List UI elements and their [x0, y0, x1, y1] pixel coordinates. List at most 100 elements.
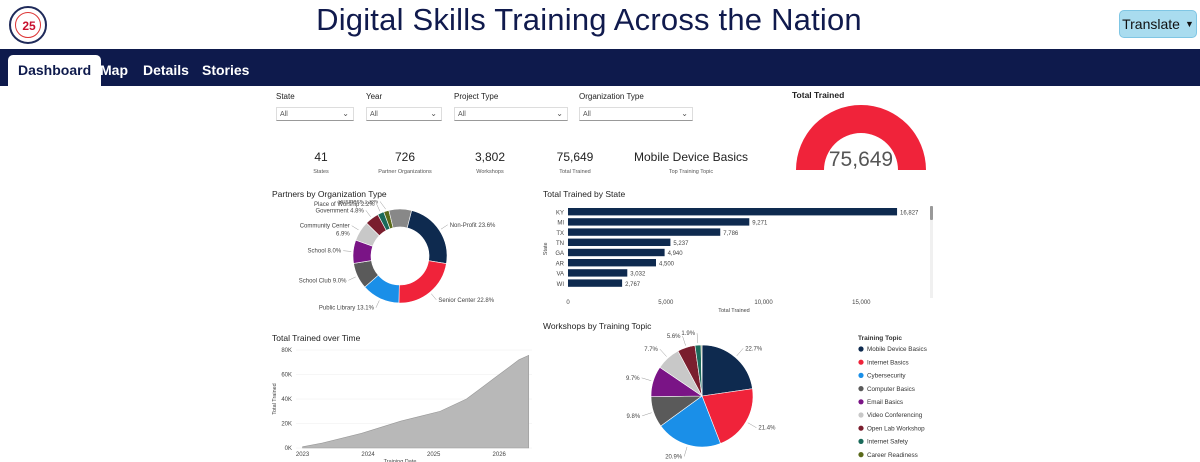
kpi-label: Total Trained	[559, 169, 591, 175]
chevron-down-icon: ⌄	[342, 109, 349, 118]
x-tick-label: 2024	[361, 452, 375, 458]
filter-label: Organization Type	[579, 92, 644, 101]
gauge-fill	[796, 105, 926, 170]
caret-down-icon: ▼	[1184, 19, 1194, 29]
pie-leader-line	[659, 348, 667, 357]
donut-leader-line	[376, 203, 381, 212]
tab-dashboard[interactable]: Dashboard	[8, 55, 102, 86]
donut-leader-line	[375, 300, 380, 308]
logo-text: 25	[22, 19, 36, 33]
state-bar[interactable]	[568, 259, 656, 267]
kpi-top-training-topic: Mobile Device Basics Top Training Topic	[628, 150, 754, 175]
legend-swatch	[858, 399, 864, 405]
legend-item[interactable]: Internet Safety	[867, 439, 909, 446]
donut-leader-line	[351, 225, 359, 231]
legend-item[interactable]: Career Readiness	[867, 452, 918, 459]
state-bar[interactable]	[568, 269, 628, 277]
gauge-title: Total Trained	[792, 90, 845, 100]
legend-swatch	[858, 346, 864, 352]
legend-item[interactable]: Cybersecurity	[867, 373, 906, 380]
filter-value: All	[583, 111, 591, 118]
kpi-label: Top Training Topic	[668, 169, 714, 175]
pie-slice[interactable]	[701, 388, 754, 444]
y-tick-label: 80K	[281, 348, 292, 354]
kpi-states: 41 States	[296, 150, 346, 175]
donut-label: Non-Profit 23.6%	[450, 223, 496, 229]
donut-leader-line	[431, 293, 437, 301]
x-tick-label: 15,000	[852, 300, 871, 306]
legend-item[interactable]: Computer Basics	[867, 386, 915, 393]
state-bar[interactable]	[568, 228, 721, 236]
state-filter: State All ⌄	[276, 92, 354, 121]
donut-label: School Club 9.0%	[299, 278, 347, 284]
state-select[interactable]: All ⌄	[276, 107, 354, 121]
pie-slice[interactable]	[700, 344, 703, 397]
filter-label: Project Type	[454, 92, 499, 101]
legend-item[interactable]: Email Basics	[867, 399, 903, 406]
state-bar-chart: KY 16,827 MI 9,271 TX 7,786 TN 5,237 GA 4,940 AR 4,…	[543, 206, 933, 314]
donut-slice[interactable]	[388, 208, 412, 229]
bar-value-label: 7,786	[723, 231, 739, 237]
y-axis-label: State	[543, 242, 549, 255]
state-bar[interactable]	[568, 208, 898, 216]
bar-value-label: 4,940	[668, 251, 684, 257]
x-tick-label: 10,000	[754, 300, 773, 306]
section-title-topics: Workshops by Training Topic	[543, 321, 652, 331]
x-tick-label: 2023	[296, 452, 310, 458]
organization-type-select[interactable]: All ⌄	[579, 107, 693, 121]
state-bar[interactable]	[568, 248, 665, 257]
pie-slice[interactable]	[701, 344, 753, 397]
x-tick-label: 2025	[427, 452, 441, 458]
pie-leader-line	[682, 336, 686, 346]
donut-label: Business 1.8%	[338, 200, 378, 205]
state-bar[interactable]	[568, 218, 750, 226]
tab-map[interactable]: Map	[100, 62, 128, 78]
bar-category-label: MI	[557, 221, 564, 227]
pie-leader-line	[747, 422, 757, 428]
translate-button[interactable]: Translate ▼	[1119, 10, 1197, 38]
pie-label: 9.7%	[626, 376, 640, 382]
legend-item[interactable]: Internet Basics	[867, 359, 909, 366]
donut-label: Government 4.8%	[315, 208, 364, 214]
donut-leader-line	[343, 250, 352, 252]
pie-leader-line	[683, 446, 688, 457]
scrollbar-thumb[interactable]	[930, 206, 933, 220]
kpi-workshops: 3,802 Workshops	[465, 150, 515, 175]
state-bar[interactable]	[568, 279, 623, 287]
bar-category-label: KY	[556, 210, 564, 216]
kpi-value: 41	[314, 150, 328, 164]
bar-category-label: VA	[556, 272, 564, 278]
legend-item[interactable]: Open Lab Workshop	[867, 425, 925, 432]
gauge-chart: 75,649	[796, 105, 926, 171]
y-tick-label: 0K	[285, 446, 292, 452]
pie-slice[interactable]	[660, 395, 721, 448]
legend-swatch	[858, 372, 864, 378]
pie-label: 7.7%	[644, 347, 658, 353]
kpi-value: 3,802	[474, 150, 506, 164]
section-title-partners: Partners by Organization Type	[272, 189, 387, 199]
bar-value-label: 9,271	[752, 221, 768, 227]
bar-value-label: 4,500	[659, 261, 675, 267]
legend-swatch	[858, 412, 864, 418]
donut-slice[interactable]	[398, 260, 447, 304]
kpi-partner-organizations: 726 Partner Organizations	[370, 150, 440, 175]
pie-label: 1.9%	[681, 331, 695, 337]
area-series[interactable]	[302, 354, 530, 449]
x-tick-label: 2026	[493, 452, 507, 458]
header: 25 Digital Skills Training Across the Na…	[0, 0, 1200, 49]
scrollbar-track	[930, 206, 933, 298]
tab-stories[interactable]: Stories	[202, 62, 250, 78]
project-type-select[interactable]: All ⌄	[454, 107, 568, 121]
donut-slice[interactable]	[406, 210, 448, 264]
pie-label: 5.6%	[667, 334, 681, 340]
legend-swatch	[858, 386, 864, 392]
tab-details[interactable]: Details	[143, 62, 189, 78]
legend-item[interactable]: Mobile Device Basics	[867, 346, 927, 353]
legend-item[interactable]: Video Conferencing	[867, 412, 923, 419]
year-select[interactable]: All ⌄	[366, 107, 442, 121]
legend-swatch	[858, 438, 864, 444]
bar-value-label: 3,032	[630, 272, 646, 278]
legend-swatch	[858, 425, 864, 431]
state-bar[interactable]	[568, 238, 671, 246]
legend-swatch	[858, 359, 864, 365]
